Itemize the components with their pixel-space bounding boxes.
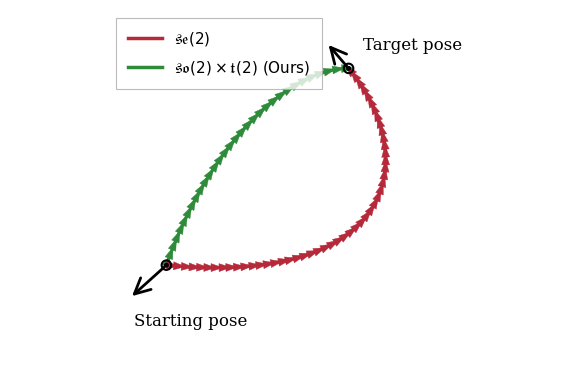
- Polygon shape: [345, 227, 357, 238]
- Polygon shape: [200, 175, 209, 187]
- Polygon shape: [376, 183, 383, 195]
- Polygon shape: [173, 262, 185, 270]
- Polygon shape: [204, 168, 214, 180]
- Polygon shape: [195, 183, 204, 195]
- Polygon shape: [369, 197, 378, 209]
- Polygon shape: [219, 263, 231, 272]
- Polygon shape: [181, 262, 193, 270]
- Polygon shape: [380, 131, 388, 143]
- Polygon shape: [355, 216, 367, 228]
- Polygon shape: [290, 81, 302, 91]
- Polygon shape: [320, 244, 332, 253]
- Polygon shape: [270, 260, 282, 268]
- Text: Target pose: Target pose: [363, 37, 462, 54]
- Polygon shape: [225, 139, 235, 151]
- Polygon shape: [341, 65, 353, 73]
- Polygon shape: [255, 107, 266, 118]
- Polygon shape: [299, 253, 311, 261]
- Polygon shape: [298, 77, 310, 86]
- Polygon shape: [306, 74, 318, 83]
- Polygon shape: [278, 258, 290, 266]
- Polygon shape: [355, 77, 366, 89]
- Polygon shape: [371, 102, 380, 115]
- Polygon shape: [242, 119, 253, 131]
- Polygon shape: [211, 263, 222, 272]
- Polygon shape: [282, 86, 294, 96]
- Polygon shape: [248, 262, 260, 270]
- Polygon shape: [248, 113, 259, 124]
- Circle shape: [165, 263, 168, 267]
- Polygon shape: [162, 255, 170, 268]
- Polygon shape: [360, 83, 370, 95]
- Polygon shape: [214, 154, 224, 165]
- Polygon shape: [327, 240, 338, 250]
- Polygon shape: [350, 222, 362, 233]
- Polygon shape: [165, 247, 173, 260]
- Polygon shape: [332, 237, 345, 246]
- Polygon shape: [314, 71, 327, 79]
- Polygon shape: [351, 71, 361, 83]
- Polygon shape: [323, 68, 335, 76]
- Polygon shape: [379, 124, 387, 136]
- Polygon shape: [233, 263, 245, 271]
- Polygon shape: [364, 90, 373, 101]
- Polygon shape: [332, 66, 344, 74]
- Polygon shape: [191, 191, 200, 203]
- Polygon shape: [313, 248, 325, 256]
- Polygon shape: [292, 255, 305, 263]
- Polygon shape: [381, 160, 389, 172]
- Polygon shape: [378, 175, 386, 188]
- Polygon shape: [361, 210, 371, 222]
- Polygon shape: [275, 91, 286, 101]
- Polygon shape: [380, 168, 388, 180]
- Polygon shape: [284, 257, 297, 265]
- Polygon shape: [196, 263, 208, 271]
- Polygon shape: [230, 132, 241, 144]
- Polygon shape: [220, 146, 229, 158]
- Polygon shape: [209, 161, 219, 172]
- Polygon shape: [268, 96, 280, 106]
- Polygon shape: [375, 110, 383, 122]
- Polygon shape: [168, 239, 177, 251]
- Polygon shape: [261, 101, 273, 112]
- Circle shape: [347, 67, 350, 70]
- Polygon shape: [241, 263, 252, 271]
- Polygon shape: [338, 232, 350, 242]
- Legend: $\mathfrak{se}(2)$, $\mathfrak{so}(2) \times \mathfrak{t}(2)$ (Ours): $\mathfrak{se}(2)$, $\mathfrak{so}(2) \t…: [115, 18, 323, 89]
- Polygon shape: [365, 204, 375, 216]
- Polygon shape: [381, 138, 389, 150]
- Polygon shape: [236, 126, 247, 137]
- Polygon shape: [204, 263, 216, 272]
- Polygon shape: [381, 153, 389, 165]
- Polygon shape: [381, 145, 390, 157]
- Text: Starting pose: Starting pose: [134, 313, 247, 330]
- Polygon shape: [346, 65, 357, 77]
- Polygon shape: [171, 231, 180, 243]
- Polygon shape: [373, 190, 381, 202]
- Polygon shape: [255, 262, 267, 269]
- Polygon shape: [306, 251, 319, 259]
- Polygon shape: [226, 263, 238, 272]
- Polygon shape: [377, 116, 385, 128]
- Polygon shape: [166, 261, 178, 269]
- Polygon shape: [187, 198, 196, 211]
- Polygon shape: [183, 206, 191, 219]
- Polygon shape: [189, 263, 201, 271]
- Polygon shape: [175, 222, 184, 235]
- Polygon shape: [179, 215, 187, 227]
- Polygon shape: [368, 96, 376, 108]
- Polygon shape: [263, 261, 275, 269]
